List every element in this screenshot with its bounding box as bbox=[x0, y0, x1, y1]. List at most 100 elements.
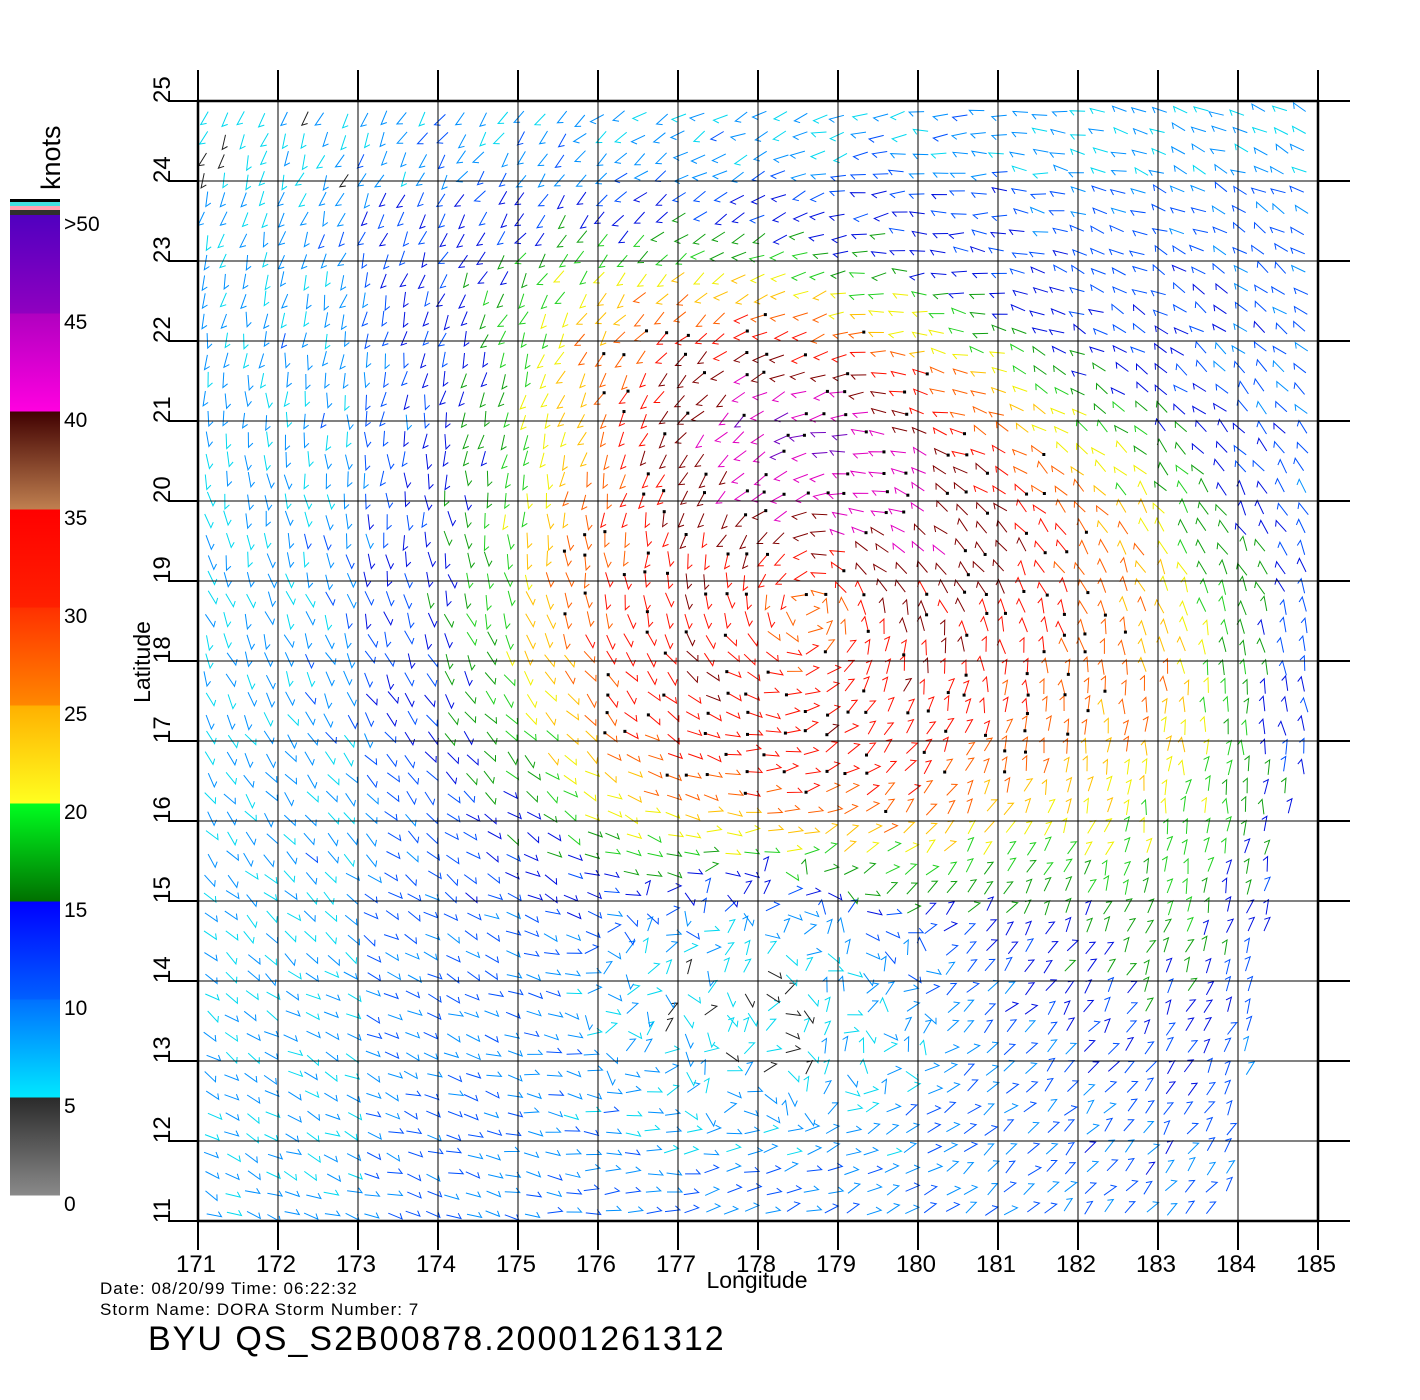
wind-barb bbox=[224, 393, 232, 410]
wind-barb bbox=[507, 590, 516, 607]
wind-barb bbox=[360, 211, 368, 227]
wind-barb bbox=[207, 772, 218, 789]
wind-barb bbox=[566, 934, 582, 942]
wind-barb bbox=[284, 750, 297, 763]
wind-barb bbox=[852, 452, 869, 459]
wind-barb bbox=[784, 762, 800, 773]
wind-barb bbox=[546, 614, 557, 630]
wind-barb bbox=[439, 233, 448, 248]
wind-barb bbox=[1064, 1105, 1079, 1116]
wind-barb bbox=[263, 854, 275, 868]
wind-barb bbox=[205, 235, 212, 252]
wind-barb bbox=[1195, 419, 1207, 433]
wind-barb bbox=[323, 1011, 339, 1019]
wind-barb bbox=[535, 214, 546, 229]
y-tick-label: 18 bbox=[149, 636, 176, 663]
wind-barb bbox=[407, 1009, 423, 1017]
wind-barb bbox=[978, 597, 988, 614]
rain-flag-dot bbox=[1123, 630, 1127, 634]
wind-barb bbox=[947, 1001, 961, 1013]
wind-barb bbox=[889, 153, 906, 159]
wind-barb bbox=[725, 749, 743, 756]
wind-barb bbox=[267, 573, 278, 589]
wind-barb bbox=[852, 492, 869, 499]
wind-barb bbox=[825, 741, 839, 753]
wind-barb bbox=[910, 290, 927, 298]
wind-barb bbox=[465, 950, 481, 959]
wind-barb bbox=[1054, 522, 1067, 536]
wind-barb bbox=[1262, 778, 1270, 795]
wind-barb bbox=[240, 294, 247, 310]
wind-barb bbox=[1095, 504, 1109, 516]
wind-barb bbox=[631, 111, 647, 122]
wind-barb bbox=[1206, 1201, 1217, 1215]
wind-barb bbox=[723, 1205, 740, 1215]
wind-barb bbox=[265, 510, 272, 528]
wind-barb bbox=[723, 957, 731, 973]
wind-barb bbox=[888, 227, 905, 234]
wind-barb bbox=[937, 598, 949, 614]
wind-barb bbox=[589, 114, 605, 125]
wind-barb bbox=[770, 194, 787, 203]
wind-barb bbox=[482, 290, 490, 306]
wind-barb bbox=[720, 514, 728, 530]
wind-barb bbox=[953, 578, 966, 593]
rain-flag-dot bbox=[965, 633, 969, 637]
wind-barb bbox=[725, 849, 742, 855]
wind-barb bbox=[226, 850, 239, 862]
wind-barb bbox=[427, 612, 438, 628]
wind-barb bbox=[540, 393, 549, 408]
wind-barb bbox=[1226, 1160, 1236, 1174]
wind-barb bbox=[219, 211, 228, 226]
wind-barb bbox=[1109, 188, 1126, 196]
wind-barb bbox=[888, 250, 906, 256]
wind-barb bbox=[460, 311, 468, 327]
wind-barb bbox=[1165, 1022, 1176, 1036]
wind-barb bbox=[867, 293, 884, 300]
rain-flag-dot bbox=[1045, 593, 1049, 597]
wind-barb bbox=[790, 354, 806, 364]
wind-barb bbox=[478, 211, 488, 226]
wind-barb bbox=[745, 693, 761, 701]
wind-barb bbox=[400, 331, 408, 347]
wind-barb bbox=[787, 1092, 798, 1108]
wind-barb bbox=[502, 514, 509, 531]
rain-flag-dot bbox=[842, 569, 846, 573]
wind-barb bbox=[1191, 266, 1206, 275]
wind-barb bbox=[1037, 581, 1048, 596]
wind-barb bbox=[503, 790, 518, 800]
wind-barb bbox=[971, 332, 989, 339]
wind-barb bbox=[756, 554, 768, 567]
wind-barb bbox=[418, 214, 426, 230]
wind-barb bbox=[867, 331, 884, 338]
wind-barb bbox=[1256, 637, 1266, 653]
wind-barb bbox=[580, 392, 587, 408]
rain-flag-dot bbox=[666, 571, 670, 575]
wind-barb bbox=[952, 466, 968, 474]
wind-barb bbox=[525, 613, 536, 628]
wind-barb bbox=[466, 1072, 482, 1079]
wind-barb bbox=[1104, 1117, 1114, 1132]
wind-barb bbox=[484, 913, 500, 920]
wind-barb bbox=[644, 552, 651, 569]
wind-barb bbox=[767, 940, 778, 954]
wind-barb bbox=[869, 233, 886, 240]
wind-barb bbox=[1054, 386, 1069, 396]
wind-barb bbox=[1026, 859, 1037, 873]
wind-barb bbox=[286, 1149, 303, 1156]
wind-barb bbox=[1225, 1176, 1234, 1192]
wind-barb bbox=[320, 253, 327, 269]
wind-barb bbox=[525, 870, 541, 878]
wind-barb bbox=[1154, 516, 1165, 532]
wind-barb bbox=[1010, 303, 1026, 312]
wind-barb bbox=[223, 793, 236, 805]
wind-barb bbox=[864, 638, 871, 655]
wind-barb bbox=[1213, 304, 1227, 315]
wind-barb bbox=[784, 982, 797, 995]
wind-barb bbox=[1125, 1036, 1135, 1051]
wind-barb bbox=[585, 931, 601, 939]
wind-barb bbox=[951, 114, 968, 122]
wind-barb bbox=[1226, 1122, 1238, 1136]
wind-barb bbox=[658, 410, 669, 425]
wind-barb bbox=[911, 426, 927, 434]
